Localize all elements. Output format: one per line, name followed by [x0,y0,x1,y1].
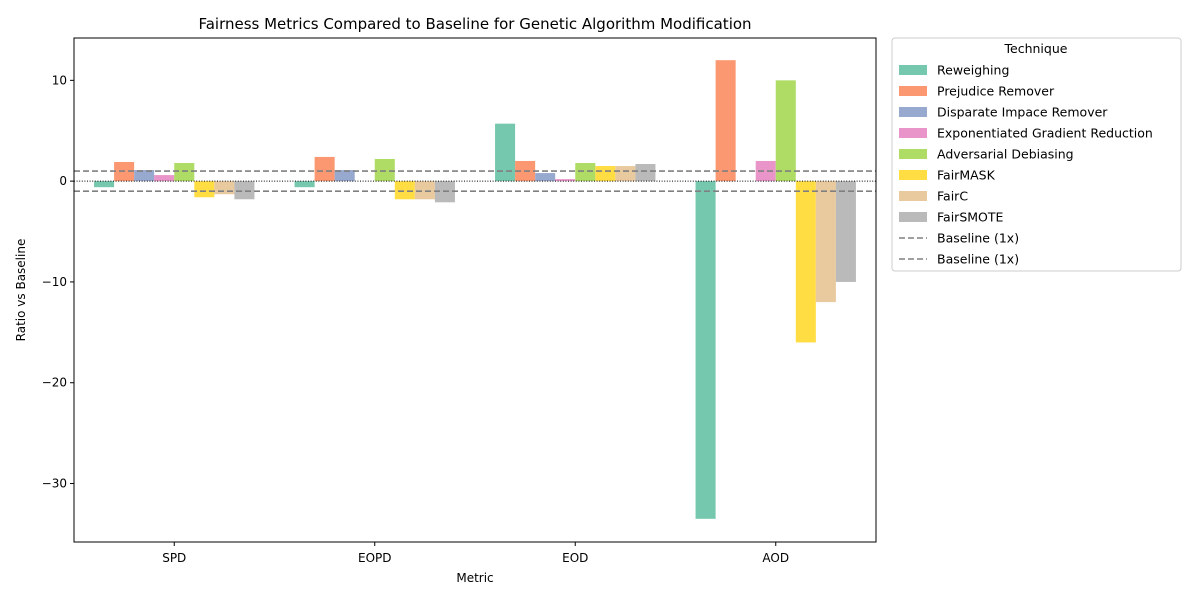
legend-label: FairC [937,189,968,204]
legend-label: FairSMOTE [937,210,1004,225]
legend-label: Baseline (1x) [937,252,1019,267]
y-axis: −30 −20 −10 0 10 [42,73,74,491]
y-tick-label: −30 [42,477,67,491]
chart-title: Fairness Metrics Compared to Baseline fo… [198,15,751,33]
legend-frame [891,37,1182,272]
bar-spd-exponentiated-gradient-reduction [154,175,175,182]
legend-swatch [899,107,927,117]
legend-items: Reweighing Prejudice Remover Disparate Imp… [899,63,1153,267]
bar-eopd-adversarial-debiasing [374,158,395,182]
bar-spd-fairc [214,181,235,195]
bar-spd-reweighing [94,181,115,188]
legend-swatch [899,149,927,159]
legend-label: Reweighing [937,63,1009,78]
bar-eopd-prejudice-remover [314,156,335,182]
bar-eopd-disparate-impace-remover [334,170,355,182]
x-tick-label: AOD [762,551,789,565]
y-tick-label: 0 [59,174,67,188]
bar-eopd-reweighing [294,181,315,188]
legend-label: Disparate Impace Remover [937,105,1108,120]
bar-aod-exponentiated-gradient-reduction [755,160,776,182]
y-tick-label: −20 [42,376,67,390]
plot-area-frame [73,37,877,543]
legend-label: Prejudice Remover [937,84,1055,99]
legend-swatch [899,212,927,222]
bar-eopd-fairc [414,181,435,200]
legend-swatch [899,65,927,75]
legend-swatch [899,86,927,96]
bar-eod-exponentiated-gradient-reduction [555,179,576,182]
bar-aod-adversarial-debiasing [775,80,796,182]
bar-spd-fairsmote [234,181,255,200]
legend-label: Adversarial Debiasing [937,147,1074,162]
bar-spd-adversarial-debiasing [174,162,195,182]
x-axis-label: Metric [456,571,493,585]
bar-aod-fairmask [795,181,816,343]
bar-aod-fairc [815,181,836,303]
legend-title: Technique [1004,41,1068,56]
x-axis: SPD EOPD EOD AOD [162,542,789,565]
x-tick-label: EOPD [358,551,392,565]
bar-eopd-fairmask [394,181,415,200]
bar-eod-reweighing [495,123,516,182]
legend-swatch [899,170,927,180]
legend: Technique Reweighing Prejudice Remover Dis… [891,37,1182,272]
x-tick-label: SPD [162,551,186,565]
bar-eod-fairsmote [635,164,656,182]
legend-label: Baseline (1x) [937,231,1019,246]
x-tick-label: EOD [562,551,588,565]
bar-eod-fairmask [595,166,616,182]
y-tick-label: −10 [42,275,67,289]
bar-aod-fairsmote [835,181,856,282]
bars-group [94,60,856,519]
bar-aod-reweighing [695,181,716,519]
reference-lines-group [74,170,876,193]
bar-spd-disparate-impace-remover [134,170,155,182]
legend-swatch [899,128,927,138]
bar-eod-fairc [615,166,636,182]
bar-eod-adversarial-debiasing [575,162,596,182]
legend-swatch [899,191,927,201]
bar-spd-fairmask [194,181,215,198]
y-tick-label: 10 [52,73,67,87]
legend-label: Exponentiated Gradient Reduction [937,126,1153,141]
bar-eod-disparate-impace-remover [535,173,556,182]
legend-label: FairMASK [937,168,996,183]
bar-aod-prejudice-remover [715,60,736,182]
y-axis-label: Ratio vs Baseline [14,239,28,342]
